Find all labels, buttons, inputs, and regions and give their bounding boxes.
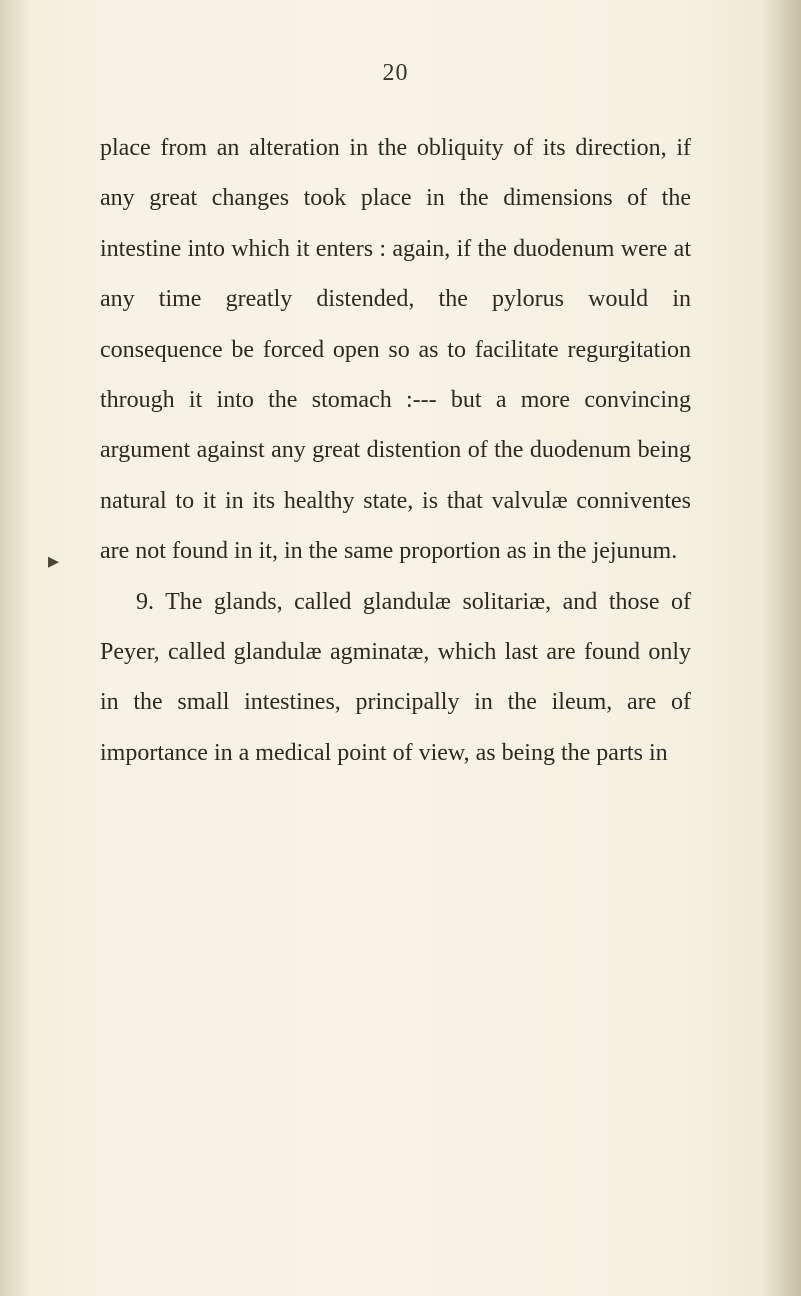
paragraph-2: 9. The glands, called glandulæ soli­tari… xyxy=(100,577,691,779)
book-page: 20 place from an alteration in the obliq… xyxy=(0,0,801,1296)
page-number: 20 xyxy=(100,60,691,87)
margin-mark: ▸ xyxy=(48,548,59,574)
page-body: place from an alteration in the obliquit… xyxy=(100,123,691,778)
paragraph-1: place from an alteration in the obliquit… xyxy=(100,123,691,577)
